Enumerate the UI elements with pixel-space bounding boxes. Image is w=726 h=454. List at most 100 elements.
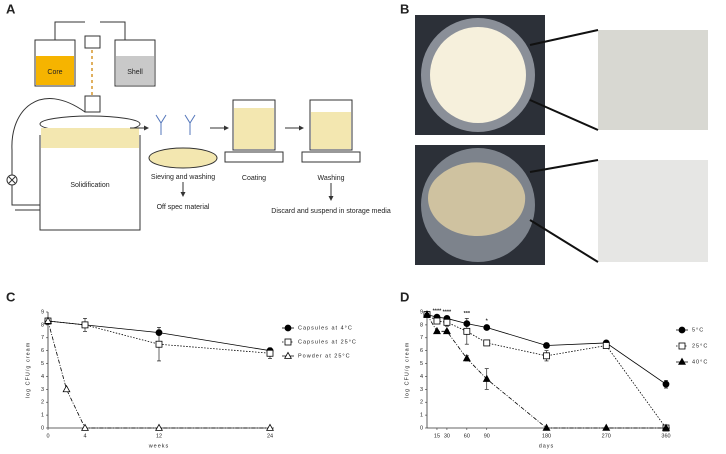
solidification-tank (39, 135, 141, 231)
panel-b: B (400, 1, 708, 265)
y-axis-label: log CFU/g cream (25, 342, 31, 399)
y-tick-label: 8 (41, 322, 44, 328)
core-liquid (36, 56, 74, 85)
legend-label: Capsules at 4°C (298, 325, 353, 331)
marker (155, 340, 163, 348)
coating-label: Coating (242, 175, 266, 182)
legend-marker (678, 326, 686, 334)
panel-label: D (400, 289, 409, 304)
x-tick-label: 60 (464, 433, 470, 439)
marker (483, 339, 491, 347)
marker (543, 352, 550, 360)
legend-label: Capsules at 25°C (298, 339, 357, 345)
marker (602, 342, 610, 349)
shell-label: Shell (127, 69, 143, 76)
marker (155, 423, 163, 431)
panel-a: A Core Shell Solidification Sieving and … (6, 1, 391, 231)
recirculation (11, 98, 86, 211)
washing-label: Washing (318, 175, 345, 182)
marker (463, 327, 471, 335)
x-axis-label: days (539, 443, 555, 449)
y-axis-label: log CFU/g cream (404, 342, 410, 399)
x-tick-label: 4 (83, 433, 86, 439)
y-tick-label: 0 (41, 425, 44, 431)
legend-label: 25°C (692, 343, 708, 349)
y-tick-label: 5 (420, 361, 423, 367)
y-tick-label: 6 (420, 348, 423, 354)
capsule-core (430, 27, 526, 123)
bead-layer (41, 128, 139, 148)
marker (81, 423, 89, 431)
series-line (47, 320, 271, 354)
x-tick-label: 24 (267, 433, 273, 439)
legend-label: Powder at 25°C (298, 353, 351, 359)
y-tick-label: 9 (41, 309, 44, 315)
y-tick-label: 0 (420, 425, 423, 431)
x-tick-label: 30 (444, 433, 450, 439)
micrograph (598, 160, 708, 262)
y-tick-label: 4 (420, 374, 423, 380)
marker (423, 310, 431, 318)
tubing (54, 21, 126, 40)
y-tick-label: 3 (420, 387, 423, 393)
legend-marker (678, 342, 686, 350)
x-tick-label: 360 (661, 433, 670, 439)
sieving-label: Sieving and washing (151, 174, 215, 181)
annotation: * (486, 319, 489, 325)
y-tick-label: 7 (420, 335, 423, 341)
x-tick-label: 15 (434, 433, 440, 439)
column (84, 95, 101, 113)
marker (482, 374, 491, 382)
discard-label: Discard and suspend in storage media (271, 208, 391, 215)
zoom-lines (529, 29, 599, 263)
marker (266, 423, 274, 431)
y-tick-label: 8 (420, 322, 423, 328)
pump-cross (8, 176, 16, 184)
x-tick-label: 270 (602, 433, 611, 439)
marker (442, 326, 451, 335)
y-tick-label: 5 (41, 361, 44, 367)
series-line (426, 314, 667, 429)
marker (433, 317, 441, 325)
coating-beads (234, 108, 274, 149)
off-spec-label: Off spec material (157, 204, 210, 211)
y-tick-label: 7 (41, 335, 44, 341)
capsule-core (428, 162, 526, 237)
y-tick-label: 1 (420, 413, 423, 419)
marker (662, 423, 670, 431)
stirrer (301, 151, 361, 163)
marker (483, 324, 491, 331)
y-tick-label: 3 (41, 387, 44, 393)
stirrer (224, 151, 284, 163)
annotation: **** (443, 310, 452, 316)
panel-label: C (6, 289, 16, 304)
micrograph (598, 30, 708, 130)
shell-liquid (116, 56, 154, 85)
marker (462, 353, 471, 362)
core-label: Core (47, 69, 62, 76)
x-tick-label: 180 (542, 433, 551, 439)
legend-marker (678, 357, 686, 365)
legend-marker (284, 338, 292, 346)
marker (543, 342, 550, 349)
legend-label: 5°C (692, 327, 704, 333)
marker (81, 321, 89, 329)
annotation: *** (464, 311, 471, 317)
sieve-icon (155, 114, 196, 135)
y-tick-label: 2 (420, 400, 423, 406)
marker (602, 423, 611, 431)
series-line (426, 314, 667, 385)
annotation: **** (433, 308, 442, 314)
marker (542, 423, 551, 431)
marker (44, 316, 52, 324)
x-axis-label: weeks (148, 443, 170, 449)
series-line (426, 314, 666, 429)
y-tick-label: 6 (41, 348, 44, 354)
marker (432, 326, 441, 335)
marker (662, 380, 670, 388)
y-tick-label: 4 (41, 374, 44, 380)
marker (443, 318, 451, 326)
y-tick-label: 9 (420, 309, 423, 315)
nozzle (84, 35, 101, 49)
